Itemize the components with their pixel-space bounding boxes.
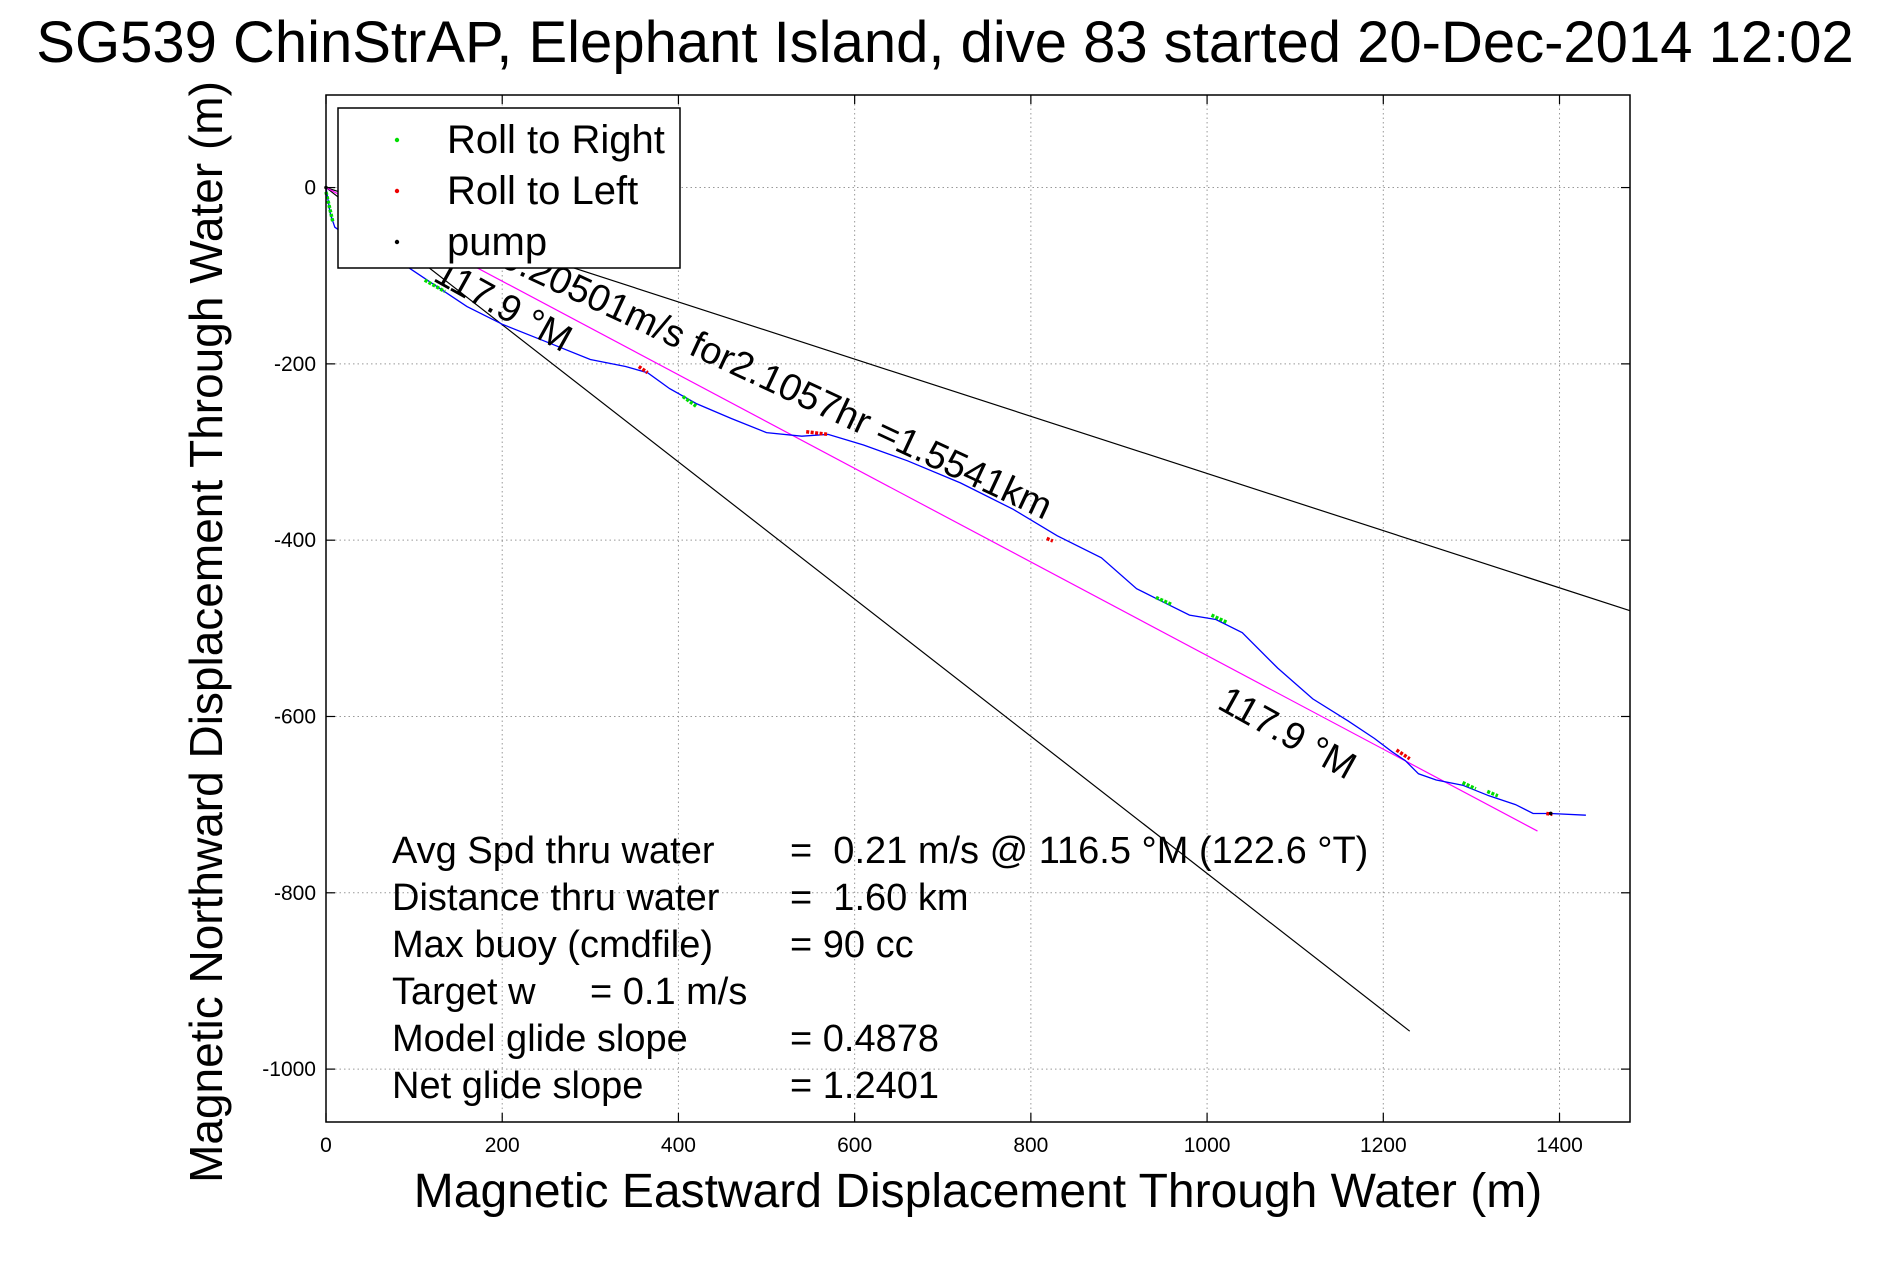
track-layer <box>324 185 1586 817</box>
x-tick-label: 800 <box>1013 1134 1048 1157</box>
roll-right-segment <box>324 191 335 224</box>
pump-point <box>1548 811 1553 816</box>
stat-label: Model glide slope <box>392 1018 688 1060</box>
grid-lines <box>325 95 1630 1122</box>
stat-value: = 0.1 m/s <box>590 971 747 1013</box>
legend-marker <box>394 137 400 143</box>
stat-value: = 0.21 m/s @ 116.5 °M (122.6 °T) <box>790 830 1368 872</box>
x-tick-label: 200 <box>485 1134 520 1157</box>
chart-title: SG539 ChinStrAP, Elephant Island, dive 8… <box>36 10 1853 75</box>
stat-label: Max buoy (cmdfile) <box>392 924 713 966</box>
stat-value: = 1.2401 <box>790 1065 939 1107</box>
heading-line <box>325 187 1538 832</box>
x-tick-label: 400 <box>661 1134 696 1157</box>
legend-label: Roll to Right <box>447 118 665 162</box>
roll-left-segment <box>805 430 829 437</box>
legend-marker <box>394 239 400 245</box>
axis-ticks: 0 200 400 600 800 1000 1200 1400 -1000 -800 -600 -4… <box>262 95 1630 1157</box>
x-tick-label: 1200 <box>1360 1134 1407 1157</box>
plot-border <box>325 94 1631 1123</box>
y-tick-label: 0 <box>304 177 316 200</box>
x-tick-label: 600 <box>837 1134 872 1157</box>
stat-label: Avg Spd thru water <box>392 830 715 872</box>
stat-value: = 0.4878 <box>790 1018 939 1060</box>
stat-label: Distance thru water <box>392 877 720 919</box>
roll-right-segment <box>1210 613 1228 624</box>
stat-label: Net glide slope <box>392 1065 643 1107</box>
stats-panel: Avg Spd thru water = 0.21 m/s @ 116.5 °M … <box>392 830 1368 1107</box>
lower-bound-line <box>325 187 1411 1032</box>
roll-right-segment <box>1486 789 1499 798</box>
y-tick-label: -1000 <box>262 1058 316 1081</box>
roll-right-segment <box>681 395 698 408</box>
roll-right-segment <box>1155 595 1173 607</box>
roll-right-segment <box>423 278 446 294</box>
roll-left-segment <box>1395 748 1411 761</box>
y-tick-label: -600 <box>274 705 316 728</box>
roll-left-segment <box>1046 536 1054 543</box>
x-axis-label: Magnetic Eastward Displacement Through W… <box>414 1165 1542 1218</box>
x-tick-label: 1400 <box>1536 1134 1583 1157</box>
x-tick-label: 0 <box>320 1134 332 1157</box>
stat-value: = 90 cc <box>790 924 914 966</box>
y-tick-label: -400 <box>274 529 316 552</box>
legend: Roll to Right Roll to Left pump <box>337 107 681 269</box>
roll-right-segment <box>1461 781 1477 791</box>
legend-marker <box>394 188 400 194</box>
x-tick-label: 1000 <box>1184 1134 1231 1157</box>
roll-left-segment <box>637 365 649 375</box>
y-axis-label: Magnetic Northward Displacement Through … <box>180 81 232 1183</box>
track-line <box>325 187 1586 816</box>
legend-label: Roll to Left <box>447 169 638 213</box>
y-tick-label: -200 <box>274 353 316 376</box>
y-tick-label: -800 <box>274 882 316 905</box>
stat-value: = 1.60 km <box>790 877 968 919</box>
legend-label: pump <box>447 220 547 264</box>
stat-label: Target w <box>392 971 536 1013</box>
